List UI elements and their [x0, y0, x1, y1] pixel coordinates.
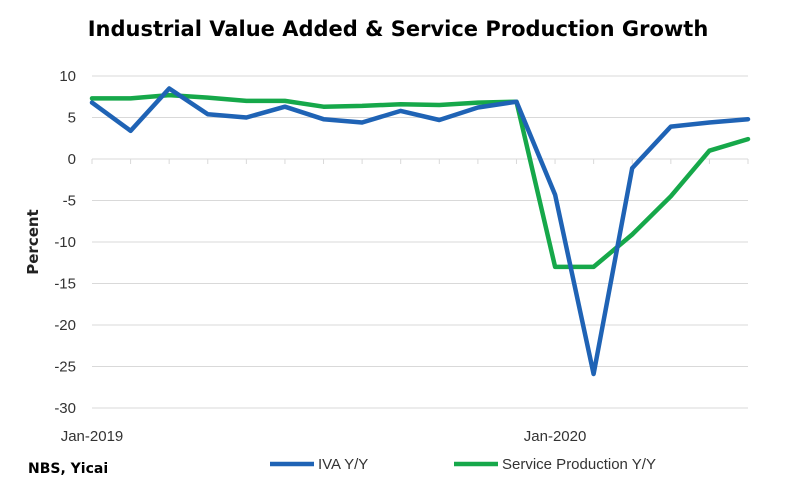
y-tick-label: -10 [54, 234, 76, 251]
series-lines [89, 86, 751, 377]
y-tick-label: 0 [68, 151, 76, 168]
y-tick-label: 5 [68, 110, 76, 127]
chart-title: Industrial Value Added & Service Product… [88, 17, 709, 41]
y-tick-labels: 10 5 0 -5 -10 -15 -20 -25 -30 [54, 68, 76, 417]
legend: IVA Y/Y Service Production Y/Y [270, 456, 656, 473]
y-tick-label: 10 [59, 68, 76, 85]
x-tick-marks [91, 159, 749, 164]
y-axis-label: Percent [24, 209, 42, 274]
grid-lines [92, 75, 748, 409]
y-tick-label: -25 [54, 359, 76, 376]
legend-label: IVA Y/Y [318, 456, 368, 473]
x-tick-label: Jan-2020 [524, 428, 587, 445]
y-tick-label: -5 [63, 193, 76, 210]
y-tick-label: -30 [54, 400, 76, 417]
y-tick-label: -20 [54, 317, 76, 334]
source-note: NBS, Yicai [28, 461, 108, 477]
legend-label: Service Production Y/Y [502, 456, 656, 473]
x-tick-labels: Jan-2019 Jan-2020 [61, 428, 587, 445]
series-line [89, 86, 751, 377]
series-line [89, 92, 751, 270]
x-tick-label: Jan-2019 [61, 428, 124, 445]
y-tick-label: -15 [54, 276, 76, 293]
